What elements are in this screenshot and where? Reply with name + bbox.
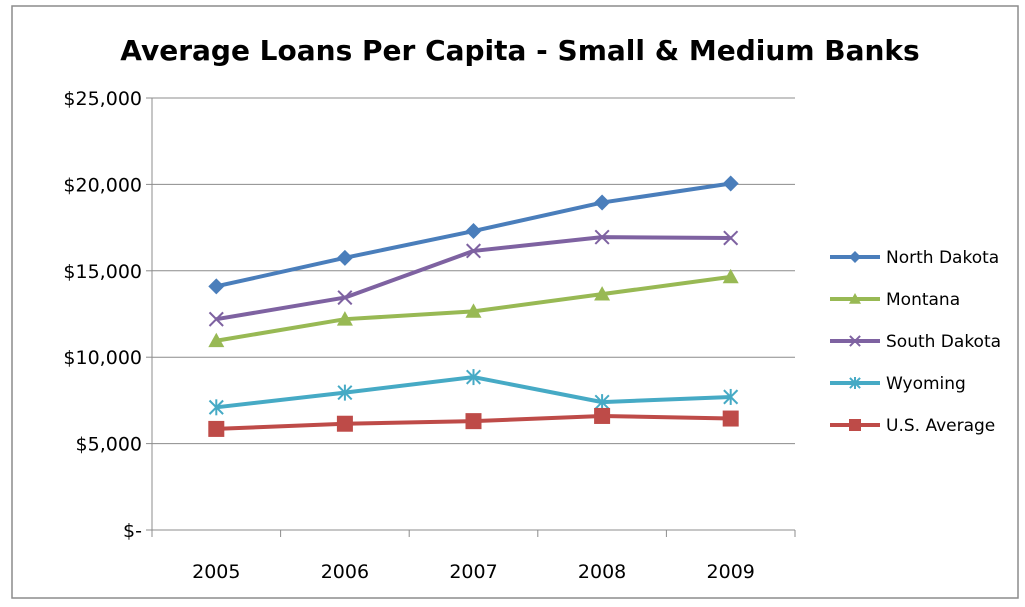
marker-shape	[722, 410, 739, 427]
x-tick-label: 2007	[449, 561, 497, 583]
series-north-dakota	[208, 175, 739, 295]
x-tick-label: 2009	[707, 561, 755, 583]
data-point	[337, 384, 353, 401]
marker-stroke	[337, 290, 353, 306]
y-tick-label: $20,000	[63, 174, 142, 196]
series-montana	[208, 268, 739, 348]
data-point	[722, 268, 739, 284]
data-point	[594, 229, 610, 245]
marker-shape	[594, 286, 611, 301]
legend-entry: U.S. Average	[830, 416, 995, 436]
marker-shape	[208, 420, 225, 437]
data-point	[465, 303, 482, 318]
data-point	[208, 420, 225, 437]
data-point	[722, 410, 739, 427]
data-point	[722, 175, 739, 192]
axes: $- $5,000 $10,000 $15,000 $20,000 $25,000 2005…	[63, 88, 796, 583]
data-point	[594, 194, 611, 211]
legend-entry: Montana	[830, 290, 960, 310]
y-tick-label: $5,000	[76, 434, 142, 456]
data-point	[594, 407, 611, 424]
legend-label: North Dakota	[886, 248, 999, 268]
marker-shape	[722, 268, 739, 284]
x-tick-label: 2006	[321, 561, 369, 583]
y-tick-label: $-	[123, 520, 142, 542]
legend-label: South Dakota	[886, 332, 1001, 352]
marker-stroke	[594, 229, 610, 245]
chart-title: Average Loans Per Capita - Small & Mediu…	[120, 34, 919, 67]
legend-entry: South Dakota	[830, 332, 1001, 352]
marker-shape	[849, 419, 861, 431]
marker-shape	[208, 278, 225, 295]
y-tick-label: $10,000	[63, 347, 142, 369]
data-point	[337, 290, 353, 306]
marker-shape	[594, 407, 611, 424]
data-point	[336, 311, 353, 326]
marker-shape	[336, 249, 353, 266]
legend: North Dakota Montana South Dakota Wyoming U.…	[830, 248, 1001, 436]
marker-shape	[336, 415, 353, 432]
data-point	[208, 311, 224, 327]
series-wyoming	[208, 369, 739, 416]
legend-label: Wyoming	[886, 374, 966, 394]
series-u-s-average	[208, 407, 739, 437]
legend-marker	[849, 377, 861, 389]
x-tick-label: 2008	[578, 561, 626, 583]
legend-marker	[849, 293, 861, 304]
legend-marker	[849, 419, 861, 431]
legend-label: Montana	[886, 290, 960, 310]
series-group	[208, 175, 739, 437]
marker-shape	[722, 175, 739, 192]
marker-stroke	[465, 243, 482, 259]
series-south-dakota	[208, 229, 739, 327]
data-point	[208, 278, 225, 295]
data-point	[594, 394, 610, 411]
data-point	[465, 369, 482, 386]
marker-stroke	[849, 335, 861, 347]
chart-frame	[11, 5, 1019, 599]
marker-stroke	[723, 230, 739, 246]
marker-shape	[465, 303, 482, 318]
data-point	[208, 399, 224, 416]
x-tick-label: 2005	[192, 561, 240, 583]
data-point	[465, 223, 482, 240]
legend-marker	[849, 251, 861, 263]
marker-shape	[849, 293, 861, 304]
legend-label: U.S. Average	[886, 416, 995, 436]
marker-shape	[208, 332, 225, 348]
data-point	[723, 230, 739, 246]
data-point	[208, 332, 225, 348]
y-tick-label: $25,000	[63, 88, 142, 110]
data-point	[336, 249, 353, 266]
marker-shape	[336, 311, 353, 326]
legend-entry: Wyoming	[830, 374, 966, 394]
data-point	[336, 415, 353, 432]
data-point	[465, 413, 482, 430]
marker-shape	[465, 223, 482, 240]
legend-entry: North Dakota	[830, 248, 999, 268]
marker-shape	[594, 194, 611, 211]
marker-shape	[465, 413, 482, 430]
marker-shape	[849, 251, 861, 263]
data-point	[594, 286, 611, 301]
y-tick-label: $15,000	[63, 261, 142, 283]
data-point	[465, 243, 482, 259]
legend-marker	[849, 335, 861, 347]
marker-stroke	[208, 311, 224, 327]
data-point	[723, 388, 739, 405]
gridlines	[152, 97, 795, 445]
